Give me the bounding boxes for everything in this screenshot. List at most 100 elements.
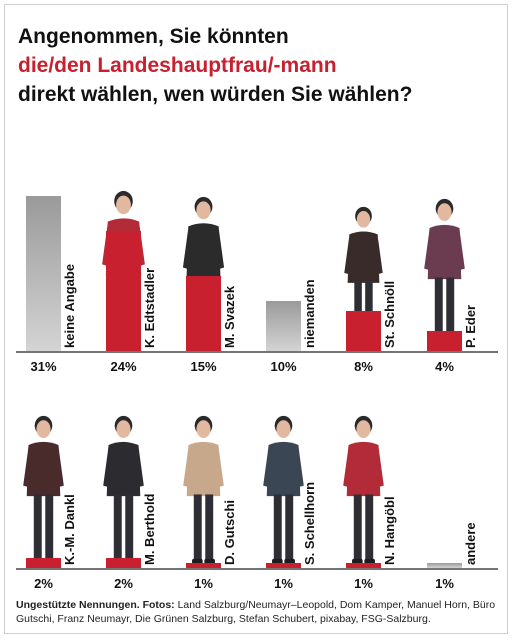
- category-label-n-hangoebl: N. Hangöbl: [382, 496, 397, 565]
- portrait-arm-left: [343, 446, 350, 488]
- portrait-face: [196, 420, 211, 438]
- category-label-keine-angabe: keine Angabe: [62, 264, 77, 348]
- value-label-keine-angabe: 31%: [30, 359, 56, 374]
- value-label-andere: 1%: [435, 576, 454, 591]
- category-label-k-edtstadler: K. Edtstadler: [142, 268, 157, 348]
- title-line-3: direkt wählen, wen würden Sie wählen?: [18, 83, 413, 106]
- title-line-2: die/den Landeshauptfrau/-mann: [18, 54, 337, 77]
- value-label-d-gutschi: 1%: [194, 576, 213, 591]
- portrait-leg-left: [353, 494, 362, 560]
- category-label-m-berthold: M. Berthold: [142, 493, 157, 565]
- bar-d-gutschi: [186, 563, 221, 568]
- portrait-leg-left: [193, 494, 202, 560]
- value-label-s-schellhorn: 1%: [274, 576, 293, 591]
- portrait-k-m-dankl: [23, 415, 64, 565]
- footnote: Ungestützte Nennungen. Fotos: Land Salzb…: [16, 598, 502, 626]
- portrait-d-gutschi: [183, 415, 224, 565]
- infographic-frame: [4, 4, 508, 634]
- value-label-p-eder: 4%: [435, 359, 454, 374]
- portrait-arm-right: [137, 446, 144, 488]
- portrait-arm-right: [217, 228, 225, 270]
- portrait-arm-left: [344, 236, 351, 275]
- portrait-torso: [347, 231, 380, 283]
- portrait-face: [116, 195, 131, 215]
- bar-k-edtstadler: [106, 231, 141, 351]
- portrait-torso: [186, 441, 221, 497]
- portrait-leg-left: [273, 494, 282, 560]
- portrait-face: [116, 420, 131, 438]
- portrait-torso: [266, 441, 301, 497]
- footnote-credits: Land Salzburg/Neumayr–Leopold, Dom Kampe…: [16, 599, 496, 625]
- portrait-arm-right: [377, 446, 384, 488]
- value-label-st-schnoell: 8%: [354, 359, 373, 374]
- portrait-torso: [346, 441, 381, 497]
- portrait-leg-right: [205, 494, 214, 560]
- portrait-shoe-left: [272, 558, 283, 565]
- category-label-d-gutschi: D. Gutschi: [222, 500, 237, 565]
- portrait-leg-right: [446, 277, 455, 343]
- footnote-label: Ungestützte Nennungen. Fotos:: [16, 599, 175, 611]
- portrait-leg-left: [113, 494, 122, 560]
- portrait-leg-right: [125, 494, 134, 560]
- portrait-arm-left: [182, 228, 190, 270]
- portrait-n-hangoebl: [343, 415, 384, 565]
- portrait-arm-left: [23, 446, 30, 488]
- portrait-arm-right: [217, 446, 224, 488]
- portrait-m-berthold: [103, 415, 144, 565]
- page-title: Angenommen, Sie könnten die/den Landesha…: [18, 22, 498, 109]
- portrait-torso: [427, 224, 462, 280]
- portrait-torso: [186, 223, 221, 279]
- portrait-face: [36, 420, 51, 438]
- bar-m-berthold: [106, 558, 141, 568]
- value-label-n-hangoebl: 1%: [354, 576, 373, 591]
- portrait-arm-left: [424, 229, 431, 271]
- value-label-niemanden: 10%: [270, 359, 296, 374]
- portrait-face: [196, 201, 211, 220]
- value-label-k-m-dankl: 2%: [34, 576, 53, 591]
- category-label-andere: andere: [463, 522, 478, 565]
- chart-row-2: 2% K.-M. Dankl 2% M. Berthold 1% D. Gutschi 1%…: [16, 415, 498, 591]
- category-label-st-schnoell: St. Schnöll: [382, 281, 397, 348]
- portrait-face: [356, 420, 371, 438]
- portrait-shoe-right: [204, 558, 215, 565]
- bar-p-eder: [427, 331, 462, 351]
- value-label-m-berthold: 2%: [114, 576, 133, 591]
- portrait-arm-right: [57, 446, 64, 488]
- bar-k-m-dankl: [26, 558, 61, 568]
- portrait-shoe-right: [364, 558, 375, 565]
- portrait-leg-right: [45, 494, 54, 560]
- bar-niemanden: [266, 301, 301, 351]
- portrait-arm-right: [376, 236, 383, 275]
- portrait-arm-left: [103, 446, 110, 488]
- portrait-leg-right: [365, 494, 374, 560]
- portrait-shoe-left: [352, 558, 363, 565]
- portrait-arm-right: [297, 446, 304, 488]
- portrait-face: [276, 420, 291, 438]
- portrait-p-eder: [424, 198, 465, 348]
- portrait-arm-right: [458, 229, 465, 271]
- portrait-torso: [106, 441, 141, 497]
- portrait-leg-right: [285, 494, 294, 560]
- chart-row-1: 31% keine Angabe 24% K. Edtstadler 15% M. Sva…: [16, 190, 498, 374]
- portrait-face: [356, 211, 371, 228]
- portrait-leg-left: [33, 494, 42, 560]
- value-label-k-edtstadler: 24%: [110, 359, 136, 374]
- portrait-s-schellhorn: [263, 415, 304, 565]
- bar-s-schellhorn: [266, 563, 301, 568]
- bar-keine-angabe: [26, 196, 61, 351]
- portrait-shoe-left: [192, 558, 203, 565]
- bar-n-hangoebl: [346, 563, 381, 568]
- category-label-niemanden: niemanden: [302, 279, 317, 348]
- portrait-leg-left: [434, 277, 443, 343]
- portrait-face: [437, 203, 452, 221]
- bar-m-svazek: [186, 276, 221, 351]
- category-label-k-m-dankl: K.-M. Dankl: [62, 494, 77, 565]
- bar-st-schnoell: [346, 311, 381, 351]
- value-label-m-svazek: 15%: [190, 359, 216, 374]
- portrait-shoe-right: [284, 558, 295, 565]
- portrait-torso: [26, 441, 61, 497]
- portrait-arm-left: [183, 446, 190, 488]
- title-line-1: Angenommen, Sie könnten: [18, 25, 289, 48]
- category-label-m-svazek: M. Svazek: [222, 285, 237, 348]
